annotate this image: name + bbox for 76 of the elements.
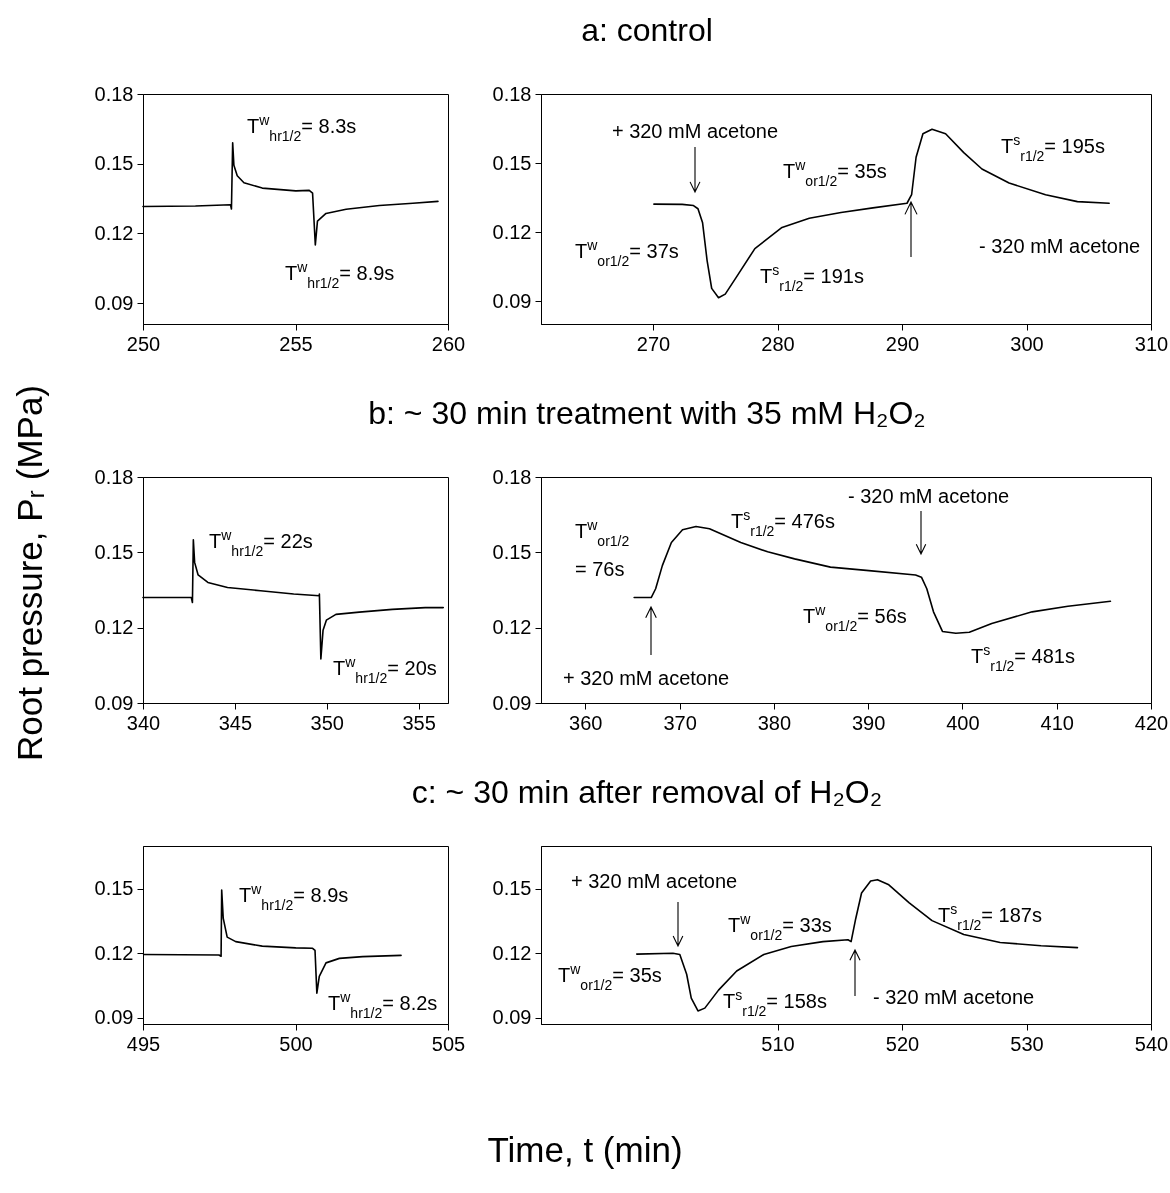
y-tick-label: 0.15 [492,877,532,900]
y-tick-label: 0.15 [492,540,532,563]
x-tick-label: 260 [431,332,466,355]
y-tick-label: 0.12 [94,941,134,964]
x-axis-title: Time, t (min) [487,1130,683,1170]
x-tick-label: 360 [569,711,603,734]
annotation: T$^{w}$$_{or1/2}$= 56s [803,602,907,634]
x-tick-label: 255 [279,332,313,355]
chart-title: c: ~ 30 min after removal of H₂O₂ [411,774,883,810]
x-tick-label: 340 [126,711,161,734]
x-tick-label: 310 [1134,332,1169,355]
annotation: - 320 mM acetone [979,235,1141,257]
annotation: + 320 mM acetone [563,667,730,689]
x-tick-label: 300 [1010,332,1044,355]
annotation: T$^{s}$$_{r1/2}$= 158s [723,987,827,1019]
y-tick-label: 0.18 [492,465,532,488]
x-tick-label: 510 [761,1032,795,1055]
y-tick-label: 0.12 [94,616,134,639]
x-tick-label: 290 [885,332,920,355]
y-tick-label: 0.18 [492,82,532,105]
x-tick-label: 530 [1010,1032,1044,1055]
y-tick-label: 0.09 [492,691,532,714]
x-tick-label: 400 [946,711,980,734]
chart-title: b: ~ 30 min treatment with 35 mM H₂O₂ [368,395,926,431]
x-tick-label: 250 [126,332,161,355]
x-tick-label: 270 [636,332,671,355]
annotation: + 320 mM acetone [611,120,779,142]
annotation: T$^{w}$$_{hr1/2}$= 8.3s [247,112,357,144]
annotation: T$^{w}$$_{or1/2}$= 37s [575,237,679,269]
annotation: T$^{w}$$_{hr1/2}$= 22s [209,527,313,559]
annotation: - 320 mM acetone [848,485,1010,507]
annotation: T$^{w}$$_{or1/2}$= 33s [728,911,832,943]
annotation: T$^{w}$$_{hr1/2}$= 8.9s [239,881,349,913]
x-tick-label: 370 [663,711,697,734]
annotation: - 320 mM acetone [873,986,1035,1008]
y-tick-label: 0.12 [492,941,532,964]
y-tick-label: 0.15 [94,152,134,175]
x-tick-label: 505 [431,1032,466,1055]
y-tick-label: 0.15 [94,540,134,563]
y-tick-label: 0.12 [492,220,532,243]
y-tick-label: 0.18 [94,82,134,105]
annotation: T$^{w}$$_{hr1/2}$= 8.9s [285,259,395,291]
chart-title: a: control [581,12,713,48]
y-tick-label: 0.09 [94,691,134,714]
annotation: T$^{w}$$_{or1/2}$= 35s [783,157,887,189]
annotation: T$^{s}$$_{r1/2}$= 187s [938,901,1042,933]
y-tick-label: 0.09 [94,1006,134,1029]
y-axis-title: Root pressure, Pᵣ (MPa) [10,384,50,762]
x-tick-label: 420 [1134,711,1169,734]
annotation: + 320 mM acetone [571,870,738,892]
x-tick-label: 520 [885,1032,920,1055]
annotation: T$^{w}$$_{hr1/2}$= 20s [333,654,437,686]
x-tick-label: 355 [402,711,436,734]
x-tick-label: 500 [279,1032,313,1055]
y-tick-label: 0.09 [94,291,134,314]
annotation: T$^{s}$$_{r1/2}$= 195s [1001,132,1105,164]
annotation: T$^{s}$$_{r1/2}$= 476s [731,507,835,539]
annotation: T$^{s}$$_{r1/2}$= 481s [971,642,1075,674]
x-tick-label: 390 [851,711,886,734]
y-tick-label: 0.15 [492,151,532,174]
x-tick-label: 495 [126,1032,161,1055]
x-tick-label: 380 [757,711,792,734]
y-tick-label: 0.15 [94,877,134,900]
annotation: T$^{s}$$_{r1/2}$= 191s [760,262,864,294]
y-tick-label: 0.12 [94,221,134,244]
y-tick-label: 0.12 [492,616,532,639]
annotation: T$^{w}$$_{hr1/2}$= 8.2s [328,989,438,1021]
x-tick-label: 280 [761,332,795,355]
x-tick-label: 410 [1040,711,1074,734]
y-tick-label: 0.09 [492,289,532,312]
x-tick-label: 350 [310,711,344,734]
x-tick-label: 540 [1134,1032,1169,1055]
y-tick-label: 0.09 [492,1006,532,1029]
x-tick-label: 345 [218,711,253,734]
annotation: T$^{w}$$_{or1/2}$= 35s [558,961,662,993]
y-tick-label: 0.18 [94,465,134,488]
